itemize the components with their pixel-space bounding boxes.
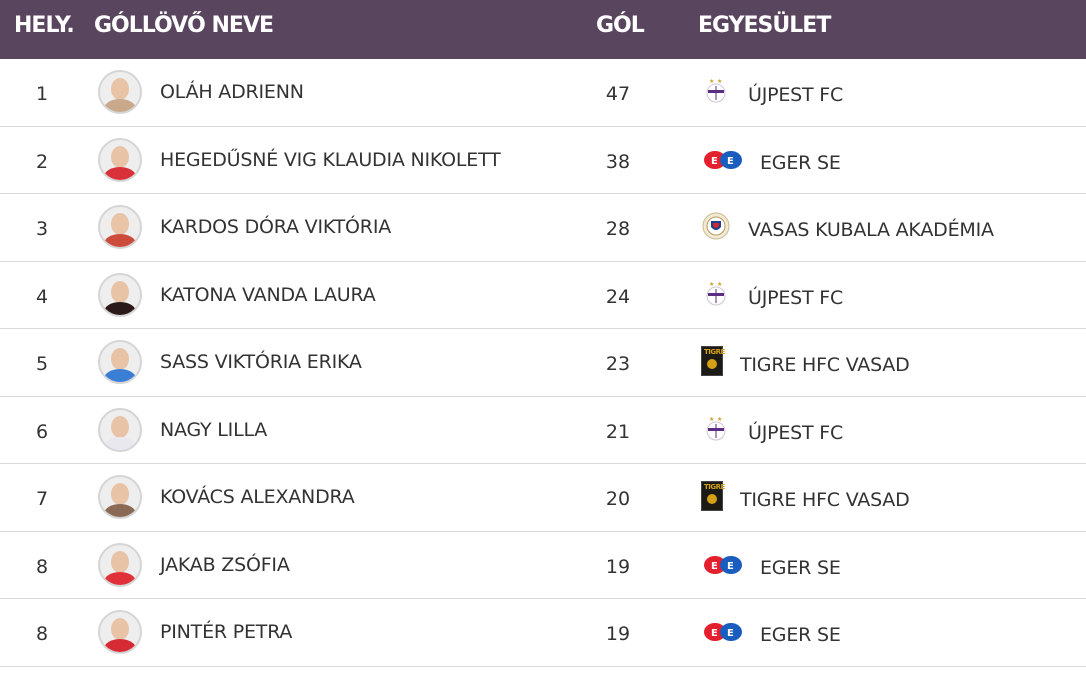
player-avatar [98, 475, 142, 519]
goals-cell: 21 [605, 420, 631, 443]
table-row: 8 JAKAB ZSÓFIA 19 E E EGER SE [0, 532, 1086, 599]
header-club: EGYESÜLET [698, 13, 831, 38]
player-avatar [98, 137, 142, 182]
svg-text:★: ★ [709, 78, 714, 85]
table-row: 5 SASS VIKTÓRIA ERIKA 23 TIGRE TIGRE HFC VAS… [0, 329, 1086, 397]
table-row: 1 OLÁH ADRIENN 47 ★ ★ ÚJPEST FC [0, 59, 1086, 127]
club-name: VASAS KUBALA AKADÉMIA [748, 219, 994, 241]
goals-cell: 24 [605, 285, 631, 308]
player-name: KOVÁCS ALEXANDRA [160, 486, 355, 508]
rank-cell: 7 [36, 488, 49, 510]
tigre-logo-icon: TIGRE [701, 346, 725, 376]
rank-cell: 3 [36, 218, 49, 240]
goals-cell: 19 [605, 623, 631, 645]
goals-cell: 28 [605, 218, 631, 240]
goals-cell: 20 [605, 488, 631, 510]
club-name: ÚJPEST FC [748, 286, 844, 309]
club-name: TIGRE HFC VASAD [740, 489, 910, 511]
rank-cell: 8 [36, 555, 49, 578]
player-name: HEGEDŰSNÉ VIG KLAUDIA NIKOLETT [160, 148, 501, 171]
player-name: NAGY LILLA [160, 418, 268, 441]
svg-text:E: E [711, 156, 718, 167]
header-name: GÓLLÖVŐ NEVE [94, 13, 274, 38]
player-name: KARDOS DÓRA VIKTÓRIA [160, 216, 392, 238]
rank-cell: 8 [36, 623, 49, 645]
svg-text:E: E [727, 561, 734, 572]
table-row: 7 KOVÁCS ALEXANDRA 20 TIGRE TIGRE HFC VASAD [0, 464, 1086, 532]
club-name: ÚJPEST FC [748, 421, 844, 444]
club-name: ÚJPEST FC [748, 84, 844, 106]
goals-cell: 23 [605, 353, 631, 375]
player-avatar [98, 407, 142, 452]
svg-text:★: ★ [709, 416, 714, 423]
goals-cell: 19 [605, 555, 631, 578]
club-name: EGER SE [760, 624, 841, 646]
rank-cell: 6 [36, 420, 49, 443]
table-row: 6 NAGY LILLA 21 ★ ★ ÚJPEST FC [0, 397, 1086, 464]
rank-cell: 1 [36, 83, 49, 105]
ujpest-logo-icon: ★ ★ [704, 280, 728, 308]
svg-text:★: ★ [717, 281, 722, 288]
player-name: SASS VIKTÓRIA ERIKA [160, 351, 362, 373]
player-avatar [98, 542, 142, 587]
svg-text:E: E [711, 561, 718, 572]
player-name: PINTÉR PETRA [160, 621, 293, 643]
rank-cell: 2 [36, 150, 49, 173]
table-header: HELY. GÓLLÖVŐ NEVE GÓL EGYESÜLET [0, 0, 1086, 59]
svg-text:E: E [711, 628, 718, 639]
player-name: OLÁH ADRIENN [160, 81, 304, 103]
rank-cell: 5 [36, 353, 49, 375]
header-goals: GÓL [596, 13, 645, 38]
goals-cell: 38 [605, 150, 631, 173]
svg-text:E: E [727, 156, 734, 167]
player-name: KATONA VANDA LAURA [160, 283, 376, 306]
svg-text:★: ★ [709, 281, 714, 288]
table-body: 1 OLÁH ADRIENN 47 ★ ★ ÚJPEST FC 2 HEGEDŰSNÉ VIG… [0, 59, 1086, 667]
club-name: EGER SE [760, 151, 841, 174]
ujpest-logo-icon: ★ ★ [704, 415, 728, 443]
svg-text:★: ★ [717, 416, 722, 423]
table-row: 3 KARDOS DÓRA VIKTÓRIA 28 VASAS KUBALA AKAD… [0, 194, 1086, 262]
header-rank: HELY. [14, 13, 75, 38]
player-avatar [98, 610, 142, 654]
table-row: 4 KATONA VANDA LAURA 24 ★ ★ ÚJPEST FC [0, 262, 1086, 329]
svg-text:★: ★ [717, 78, 722, 85]
ujpest-logo-icon: ★ ★ [704, 77, 728, 105]
player-avatar [98, 205, 142, 249]
player-name: JAKAB ZSÓFIA [160, 553, 290, 576]
vasas-logo-icon [702, 212, 730, 240]
tigre-logo-icon: TIGRE [701, 481, 725, 511]
table-row: 8 PINTÉR PETRA 19 E E EGER SE [0, 599, 1086, 667]
player-avatar [98, 70, 142, 114]
svg-text:E: E [727, 628, 734, 639]
player-avatar [98, 340, 142, 384]
table-row: 2 HEGEDŰSNÉ VIG KLAUDIA NIKOLETT 38 E E EGER … [0, 127, 1086, 194]
goals-cell: 47 [605, 83, 631, 105]
club-name: EGER SE [760, 556, 841, 579]
player-avatar [98, 272, 142, 317]
rank-cell: 4 [36, 285, 49, 308]
club-name: TIGRE HFC VASAD [740, 354, 910, 376]
